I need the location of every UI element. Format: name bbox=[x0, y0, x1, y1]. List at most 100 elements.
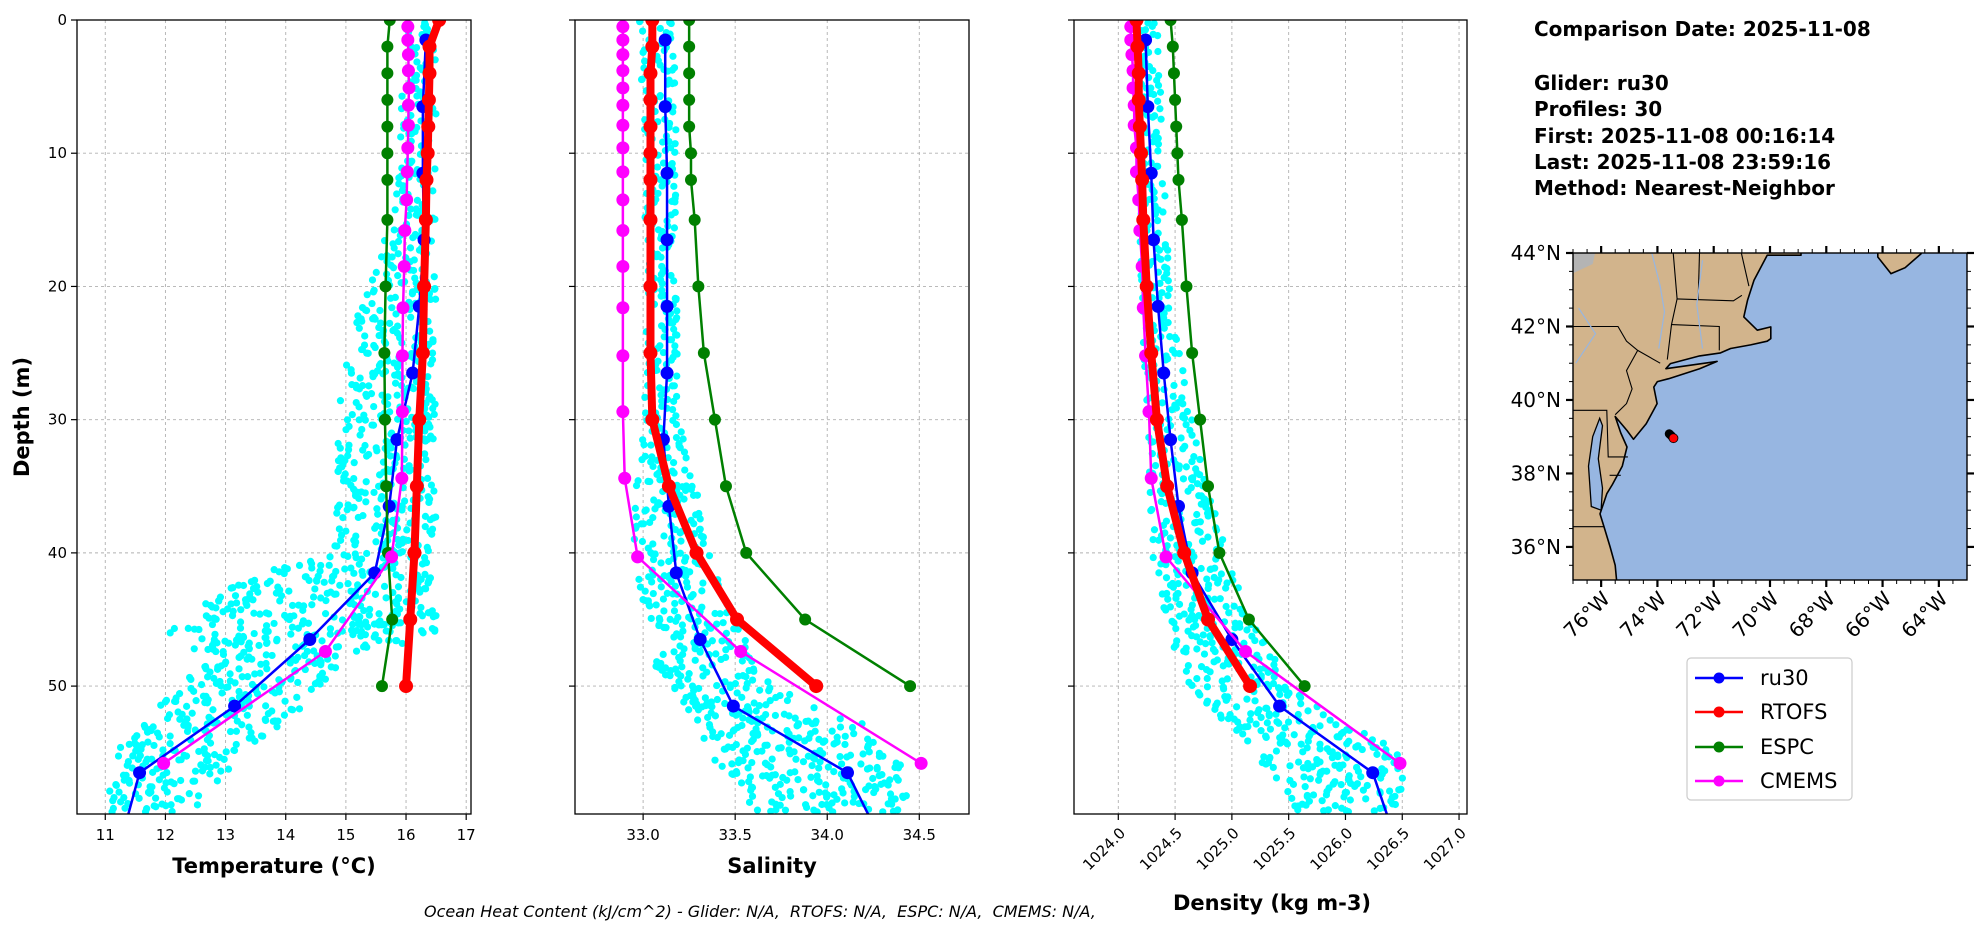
glider-point bbox=[226, 677, 234, 685]
glider-point bbox=[116, 743, 125, 752]
glider-point bbox=[1244, 722, 1252, 731]
data-point-espc bbox=[1166, 40, 1179, 53]
glider-point bbox=[343, 506, 351, 514]
glider-point bbox=[355, 324, 363, 332]
glider-point bbox=[836, 723, 845, 731]
data-point-espc bbox=[697, 347, 710, 360]
data-point-rtofs bbox=[1129, 20, 1144, 27]
glider-point bbox=[658, 227, 667, 236]
glider-point bbox=[1188, 457, 1196, 466]
glider-point bbox=[201, 750, 209, 758]
glider-point bbox=[243, 711, 251, 719]
x-tick-label: 34.0 bbox=[811, 826, 844, 844]
glider-point bbox=[398, 186, 406, 195]
data-point-ru30 bbox=[1147, 233, 1161, 247]
data-point-espc bbox=[378, 413, 391, 426]
glider-point bbox=[879, 808, 887, 814]
glider-point bbox=[134, 755, 142, 763]
glider-point bbox=[1164, 254, 1172, 262]
glider-point bbox=[368, 299, 376, 308]
glider-point bbox=[371, 590, 380, 598]
glider-point bbox=[771, 711, 779, 720]
glider-point bbox=[755, 702, 763, 710]
map-lon-label: 64°W bbox=[1896, 586, 1952, 642]
glider-point bbox=[349, 631, 357, 639]
glider-point bbox=[665, 119, 674, 128]
glider-point bbox=[636, 20, 644, 26]
data-point-rtofs bbox=[417, 279, 432, 294]
glider-point bbox=[739, 714, 747, 722]
glider-point bbox=[402, 417, 410, 426]
glider-point bbox=[370, 402, 378, 411]
glider-point bbox=[341, 565, 349, 573]
data-point-rtofs bbox=[809, 679, 824, 694]
glider-point bbox=[251, 737, 259, 745]
glider-point bbox=[287, 705, 295, 713]
glider-point bbox=[1156, 279, 1164, 287]
glider-point bbox=[1328, 748, 1336, 756]
x-tick-label: 33.0 bbox=[626, 826, 659, 844]
data-point-espc bbox=[378, 347, 391, 360]
map-lat-label: 44°N bbox=[1511, 241, 1561, 265]
glider-point bbox=[742, 684, 750, 692]
glider-point bbox=[1343, 740, 1351, 748]
glider-point bbox=[694, 716, 702, 724]
state-border bbox=[1666, 253, 1678, 360]
glider-point bbox=[1319, 711, 1327, 719]
glider-point bbox=[336, 397, 345, 405]
glider-point bbox=[1243, 695, 1251, 703]
glider-point bbox=[1224, 715, 1233, 723]
glider-point bbox=[288, 601, 297, 610]
data-point-ru30 bbox=[1273, 699, 1287, 713]
glider-point bbox=[818, 800, 826, 809]
glider-point bbox=[696, 647, 704, 655]
glider-point bbox=[1203, 674, 1211, 683]
glider-point bbox=[1285, 689, 1293, 697]
glider-point bbox=[155, 733, 163, 741]
glider-point bbox=[231, 641, 239, 649]
glider-point bbox=[1148, 505, 1156, 514]
glider-point bbox=[202, 612, 210, 620]
glider-point bbox=[713, 695, 721, 704]
glider-point bbox=[653, 470, 661, 479]
glider-point bbox=[729, 743, 737, 752]
glider-point bbox=[670, 397, 678, 405]
glider-point bbox=[1281, 724, 1289, 732]
data-point-cmems bbox=[616, 118, 630, 132]
x-tick-label: 17 bbox=[457, 826, 476, 844]
glider-point bbox=[1185, 616, 1193, 624]
glider-point bbox=[811, 727, 819, 735]
glider-point bbox=[340, 473, 348, 481]
glider-point bbox=[1304, 737, 1312, 745]
data-point-espc bbox=[1171, 147, 1184, 160]
glider-point bbox=[280, 569, 288, 578]
glider-point bbox=[412, 205, 420, 213]
glider-point bbox=[646, 602, 654, 610]
data-point-espc bbox=[708, 413, 721, 426]
glider-point bbox=[426, 527, 434, 536]
glider-point bbox=[1391, 792, 1399, 800]
glider-point bbox=[421, 450, 429, 458]
glider-point bbox=[408, 290, 417, 298]
glider-point bbox=[175, 690, 184, 698]
glider-point bbox=[391, 206, 399, 214]
glider-point bbox=[232, 599, 241, 607]
data-point-cmems bbox=[616, 98, 630, 112]
glider-point bbox=[352, 554, 360, 562]
glider-point bbox=[1154, 47, 1162, 56]
glider-point bbox=[370, 488, 378, 497]
glider-point bbox=[380, 582, 389, 591]
glider-point bbox=[430, 410, 438, 418]
glider-point bbox=[307, 685, 315, 693]
glider-point bbox=[372, 538, 380, 546]
glider-point bbox=[355, 617, 363, 625]
glider-point bbox=[385, 319, 394, 327]
glider-point bbox=[1258, 639, 1267, 647]
glider-point bbox=[334, 503, 342, 512]
glider-point bbox=[656, 476, 664, 484]
glider-point bbox=[640, 57, 649, 65]
glider-point bbox=[1328, 754, 1336, 762]
data-point-cmems bbox=[318, 644, 332, 658]
glider-point bbox=[1193, 645, 1201, 653]
